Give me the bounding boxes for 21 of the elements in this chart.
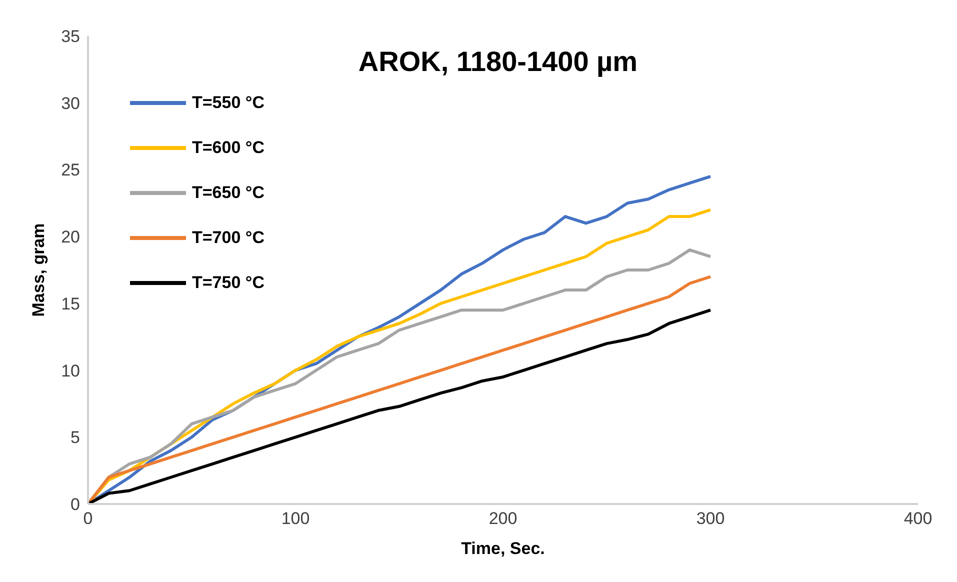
y-tick-label: 20 bbox=[61, 228, 80, 247]
legend-label: T=700 °C bbox=[192, 228, 264, 248]
legend-label: T=550 °C bbox=[192, 92, 264, 112]
x-tick-label: 200 bbox=[488, 509, 518, 528]
y-tick-label: 5 bbox=[70, 428, 80, 448]
legend-label: T=750 °C bbox=[192, 272, 264, 292]
legend-label: T=600 °C bbox=[192, 138, 264, 158]
y-tick-label: 0 bbox=[70, 495, 80, 514]
x-tick-label: 300 bbox=[696, 509, 725, 528]
y-tick-label: 25 bbox=[61, 160, 80, 180]
x-tick-label: 100 bbox=[281, 509, 310, 528]
x-tick-label: 0 bbox=[83, 509, 93, 528]
y-tick-label: 35 bbox=[61, 27, 80, 46]
x-axis-title: Time, Sec. bbox=[461, 539, 545, 558]
legend-label: T=650 °C bbox=[192, 182, 264, 202]
y-tick-label: 15 bbox=[61, 294, 80, 314]
y-axis-title: Mass, gram bbox=[29, 223, 48, 317]
y-tick-label: 30 bbox=[61, 94, 80, 113]
y-tick-label: 10 bbox=[61, 361, 80, 380]
chart-title: AROK, 1180-1400 µm bbox=[357, 46, 639, 78]
x-tick-label: 400 bbox=[904, 509, 932, 528]
